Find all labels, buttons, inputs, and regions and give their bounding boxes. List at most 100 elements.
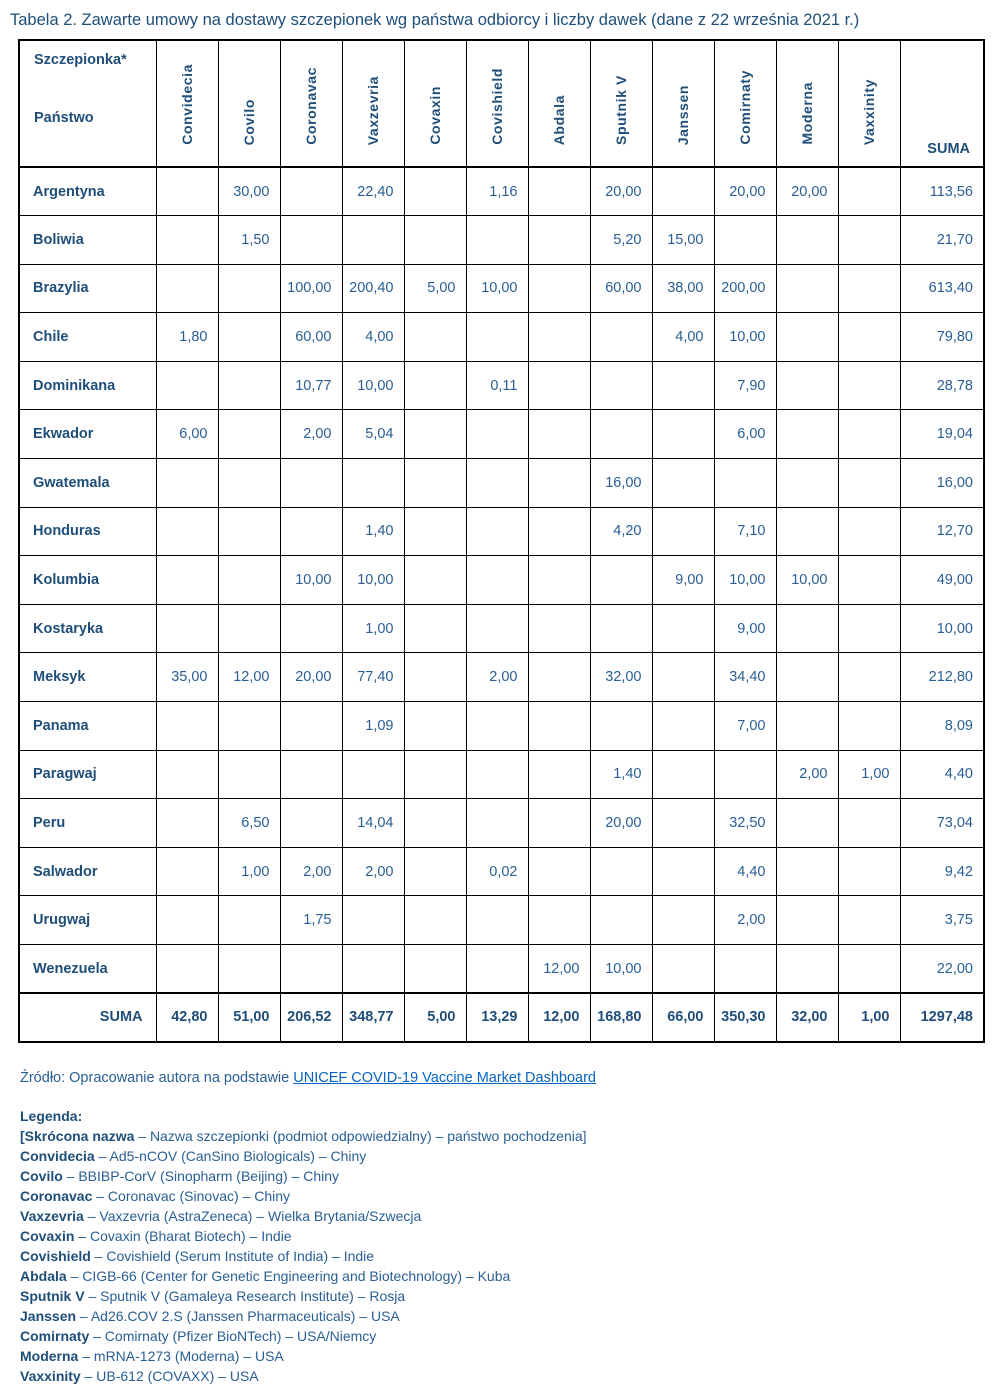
value-cell [837,701,901,751]
value-cell [589,360,653,411]
value-cell: 15,00 [651,215,715,265]
value-cell [279,701,343,751]
totals-label: SUMA [18,992,157,1043]
row-suma-cell: 12,70 [899,506,985,557]
legend-entry-covishield: Covishield – Covishield (Serum Institute… [20,1247,375,1264]
value-cell [527,555,591,605]
value-cell [279,749,343,800]
value-cell: 0,02 [465,846,529,897]
value-cell [713,749,777,800]
value-cell: 2,00 [713,895,777,945]
table-row-panama: Panama 1,09 7,00 8,09 [18,701,985,751]
value-cell [651,458,715,508]
value-cell [837,555,901,605]
legend: Legenda: [Skrócona nazwa – Nazwa szczepi… [20,1106,1002,1386]
country-cell: Urugwaj [18,895,157,945]
legend-heading: Legenda: [20,1107,83,1124]
value-cell [837,458,901,508]
value-cell [465,798,529,848]
row-suma-cell: 9,42 [899,846,985,897]
column-header-sputnik-v: Sputnik V [589,39,653,168]
totals-value-cell: 13,29 [465,992,529,1043]
totals-value-cell: 32,00 [775,992,839,1043]
value-cell [837,360,901,411]
table-row-argentyna: Argentyna 30,00 22,40 1,16 20,00 20,00 20,00 11… [18,166,985,217]
value-cell [651,506,715,557]
value-cell [527,263,591,314]
value-cell [465,215,529,265]
value-cell [527,652,591,703]
legend-entry-convidecia: Convidecia – Ad5-nCOV (CanSino Biologica… [20,1147,367,1164]
value-cell [465,458,529,508]
table-row-dominikana: Dominikana 10,77 10,00 0,11 7,90 28,78 [18,360,985,411]
totals-row: SUMA 42,80 51,00 206,52 348,77 5,00 13,29 12,00… [18,992,985,1043]
value-cell [775,506,839,557]
legend-entry-vaxzevria: Vaxzevria – Vaxzevria (AstraZeneca) – Wi… [20,1207,422,1224]
table-row-honduras: Honduras 1,40 4,20 7,10 12,70 [18,506,985,557]
value-cell: 60,00 [279,312,343,362]
table-row-kolumbia: Kolumbia 10,00 10,00 9,00 10,00 10,00 49,00 [18,555,985,605]
table-row-brazylia: Brazylia 100,00 200,40 5,00 10,00 60,00 38,00 2… [18,263,985,314]
value-cell [775,458,839,508]
value-cell [465,312,529,362]
row-suma-cell: 21,70 [899,215,985,265]
column-header-covishield: Covishield [465,39,529,168]
value-cell: 20,00 [589,798,653,848]
value-cell [403,701,467,751]
value-cell [155,895,219,945]
value-cell: 4,20 [589,506,653,557]
value-cell: 1,75 [279,895,343,945]
value-cell: 1,50 [217,215,281,265]
column-header-suma: SUMA [899,39,985,168]
value-cell [403,506,467,557]
value-cell [465,944,529,994]
value-cell [341,895,405,945]
value-cell [155,360,219,411]
value-cell [837,895,901,945]
value-cell [279,603,343,654]
source-link[interactable]: UNICEF COVID-19 Vaccine Market Dashboard [293,1069,596,1086]
value-cell [527,749,591,800]
value-cell: 200,40 [341,263,405,314]
totals-value-cell: 1,00 [837,992,901,1043]
value-cell [527,409,591,460]
value-cell [403,458,467,508]
value-cell [527,312,591,362]
value-cell [837,652,901,703]
value-cell [217,603,281,654]
value-cell [217,895,281,945]
value-cell [403,749,467,800]
value-cell: 30,00 [217,166,281,217]
table-row-meksyk: Meksyk 35,00 12,00 20,00 77,40 2,00 32,00 34,40… [18,652,985,703]
value-cell [527,603,591,654]
value-cell [465,895,529,945]
value-cell [155,506,219,557]
value-cell [589,555,653,605]
value-cell: 100,00 [279,263,343,314]
legend-entry-covilo: Covilo – BBIBP-CorV (Sinopharm (Beijing)… [20,1167,340,1184]
totals-value-cell: 350,30 [713,992,777,1043]
country-cell: Salwador [18,846,157,897]
value-cell [589,846,653,897]
value-cell [651,652,715,703]
value-cell [279,215,343,265]
value-cell [403,652,467,703]
totals-value-cell: 206,52 [279,992,343,1043]
value-cell: 38,00 [651,263,715,314]
value-cell: 1,00 [341,603,405,654]
value-cell [775,846,839,897]
value-cell: 2,00 [279,846,343,897]
value-cell [403,603,467,654]
value-cell [403,409,467,460]
row-suma-cell: 3,75 [899,895,985,945]
value-cell [217,409,281,460]
value-cell: 4,00 [651,312,715,362]
corner-label-country: Państwo [34,110,94,126]
value-cell [651,895,715,945]
value-cell [651,603,715,654]
value-cell: 9,00 [651,555,715,605]
column-header-comirnaty: Comirnaty [713,39,777,168]
row-suma-cell: 28,78 [899,360,985,411]
column-header-covilo: Covilo [217,39,281,168]
value-cell [775,944,839,994]
